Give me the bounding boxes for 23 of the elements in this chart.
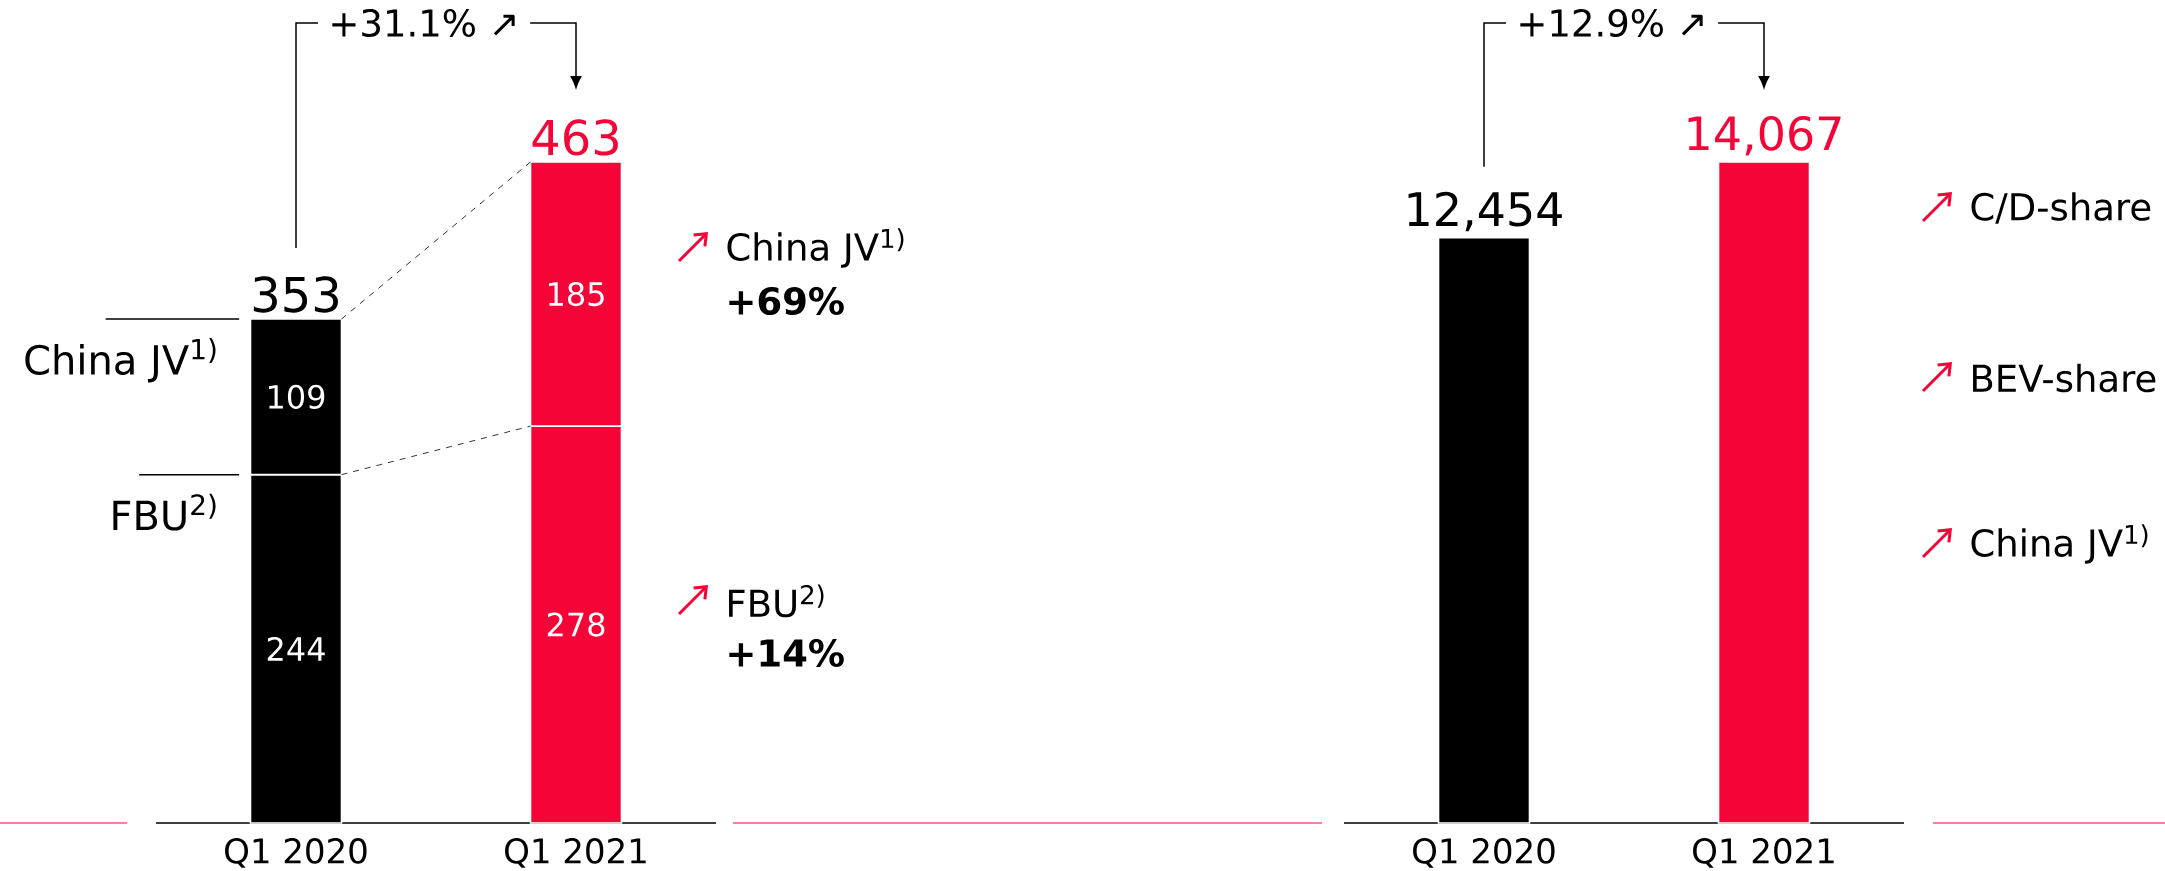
data-label: 109 bbox=[268, 384, 325, 409]
data-label: 278 bbox=[547, 612, 605, 637]
total-label: 463 bbox=[532, 119, 618, 156]
text: China JV$^{1)}$ bbox=[1971, 524, 2148, 564]
total-label: 353 bbox=[253, 276, 338, 313]
data-label: 185 bbox=[548, 281, 604, 307]
x-tick-label: Q1 2020 bbox=[225, 838, 367, 868]
x-tick-label: Q1 2021 bbox=[1693, 838, 1834, 868]
data-label: 12,454 bbox=[1408, 191, 1562, 232]
x-tick-label: Q1 2020 bbox=[1413, 838, 1555, 868]
text: BEV-share bbox=[1973, 363, 2156, 393]
text: +14% bbox=[729, 638, 844, 667]
text: +69% bbox=[729, 286, 844, 315]
text: C/D-share bbox=[1971, 192, 2151, 224]
legend-label: China JV$^{1)}$ bbox=[25, 338, 216, 383]
text: FBU$^{2)}$ bbox=[729, 584, 824, 618]
x-tick-label: Q1 2021 bbox=[505, 838, 646, 868]
legend-label: FBU$^{2)}$ bbox=[113, 493, 216, 531]
text: +12.9% ↗ bbox=[1520, 8, 1703, 37]
text: +31.1% ↗ bbox=[332, 8, 515, 37]
data-label: 14,067 bbox=[1688, 115, 1841, 156]
text: China JV$^{1)}$ bbox=[727, 228, 904, 268]
data-label: 244 bbox=[267, 636, 325, 661]
